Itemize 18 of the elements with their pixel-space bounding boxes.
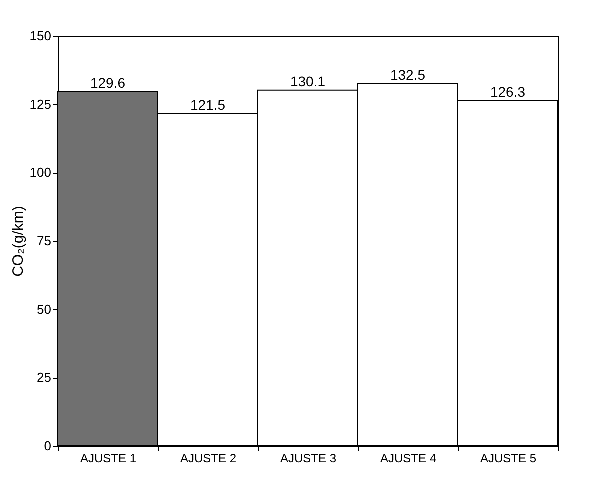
data-label: 126.3	[490, 84, 526, 100]
x-tick-label: AJUSTE 3	[280, 452, 337, 466]
y-tick-label: 100	[30, 165, 52, 180]
y-tick-label: 125	[30, 96, 52, 112]
data-label: 130.1	[290, 73, 326, 90]
data-label: 129.6	[90, 74, 126, 91]
y-tick-label: 150	[30, 28, 52, 44]
x-tick-label: AJUSTE 4	[380, 452, 437, 466]
data-label: 121.5	[190, 96, 226, 113]
y-tick-label: 0	[44, 438, 52, 454]
data-label: 132.5	[390, 66, 426, 83]
y-tick-label: 25	[37, 370, 52, 386]
x-tick-label: AJUSTE 1	[80, 452, 137, 466]
x-tick-label: AJUSTE 2	[180, 452, 237, 466]
x-tick-label: AJUSTE 5	[480, 452, 537, 466]
y-tick-label: 50	[37, 302, 52, 317]
y-tick-label: 75	[37, 234, 52, 248]
y-axis-title: CO₂(g/km)	[10, 206, 27, 277]
